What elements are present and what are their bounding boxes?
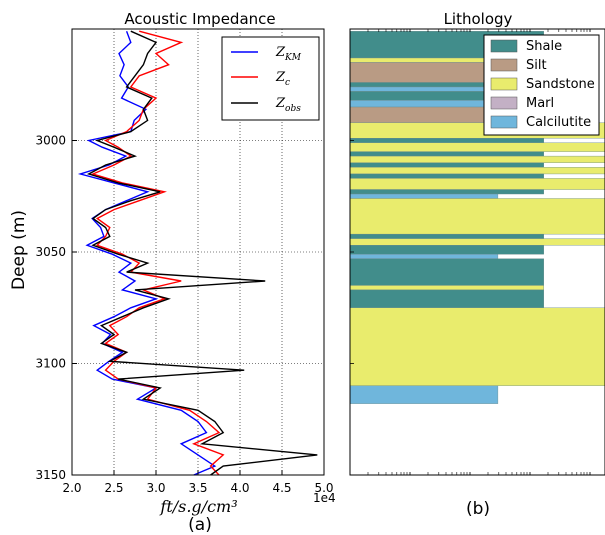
x-tick-label: 4.0 [230,481,249,495]
lithology-legend: Shale Silt Sandstone Marl Calcilutite [483,34,600,136]
y-tick-label: 3050 [35,245,66,259]
lith-bar-sandstone [349,155,605,164]
series-z-obs [86,30,318,476]
lith-bar-shale [349,289,545,308]
x-tick-label: 3.5 [188,481,207,495]
legend-swatch-sandstone [490,77,518,91]
lith-bar-shale [349,138,545,143]
impedance-legend: ZKM Zc Zobs [221,36,320,121]
lith-bar-shale [349,151,545,157]
y-tick-label: 3100 [35,357,66,371]
lithology-panel: Lithology (b) Shale Silt Sandstone Marl Calc… [349,10,605,519]
series-z-c [90,30,225,476]
legend-label-marl: Marl [526,96,554,111]
lithology-minor-ticks [350,29,591,475]
x-tick-label: 3.0 [146,481,165,495]
legend-label-calcilutite: Calcilutite [526,115,591,130]
impedance-panel: Acoustic Impedance 2.0 2.5 3.0 3.5 4.0 4.5 5.0… [9,10,336,535]
x-offset-label: 1e4 [313,491,336,505]
lith-bar-shale [349,162,545,168]
legend-label-shale: Shale [526,39,562,54]
series-z-km [77,30,217,476]
y-tick-label: 3000 [35,134,66,148]
legend-label-sandstone: Sandstone [526,77,595,92]
lith-bar-calcilutite [349,385,499,404]
legend-swatch-marl [490,96,518,110]
lithology-title: Lithology [444,10,513,28]
impedance-x-ticks: 2.0 2.5 3.0 3.5 4.0 4.5 5.0 [62,470,334,495]
lith-bar-sandstone [349,285,545,291]
x-tick-label: 2.5 [104,481,123,495]
legend-swatch-shale [490,39,518,53]
x-tick-label: 4.5 [272,481,291,495]
impedance-lines [77,30,318,476]
legend-swatch-silt [490,58,518,72]
lith-bar-shale [349,258,545,286]
lith-bar-sandstone [349,238,605,246]
y-axis-label: Deep (m) [9,210,29,290]
lithology-bars [349,31,605,404]
lith-bar-sandstone [349,142,605,152]
lith-bar-shale [349,233,545,239]
x-tick-label: 2.0 [62,481,81,495]
lith-bar-shale [349,189,545,195]
lith-bar-sandstone [349,167,605,175]
subcaption-a: (a) [188,515,212,535]
lith-bar-sandstone [349,198,605,235]
lith-bar-shale [349,245,545,255]
y-tick-label: 3150 [35,468,66,482]
legend-label-silt: Silt [526,58,547,73]
lith-bar-calcilutite [349,193,499,199]
legend-swatch-calcilutite [490,115,518,129]
lith-bar-calcilutite [349,254,499,259]
x-axis-label: ft/s.g/cm³ [159,497,237,516]
lith-bar-sandstone [349,307,605,387]
lith-bar-shale [349,173,545,179]
x-tick-label: 5.0 [314,481,333,495]
impedance-title: Acoustic Impedance [124,10,275,28]
lith-bar-sandstone [349,178,605,190]
subcaption-b: (b) [466,499,490,519]
impedance-y-ticks: 3000 3050 3100 3150 [35,134,77,482]
